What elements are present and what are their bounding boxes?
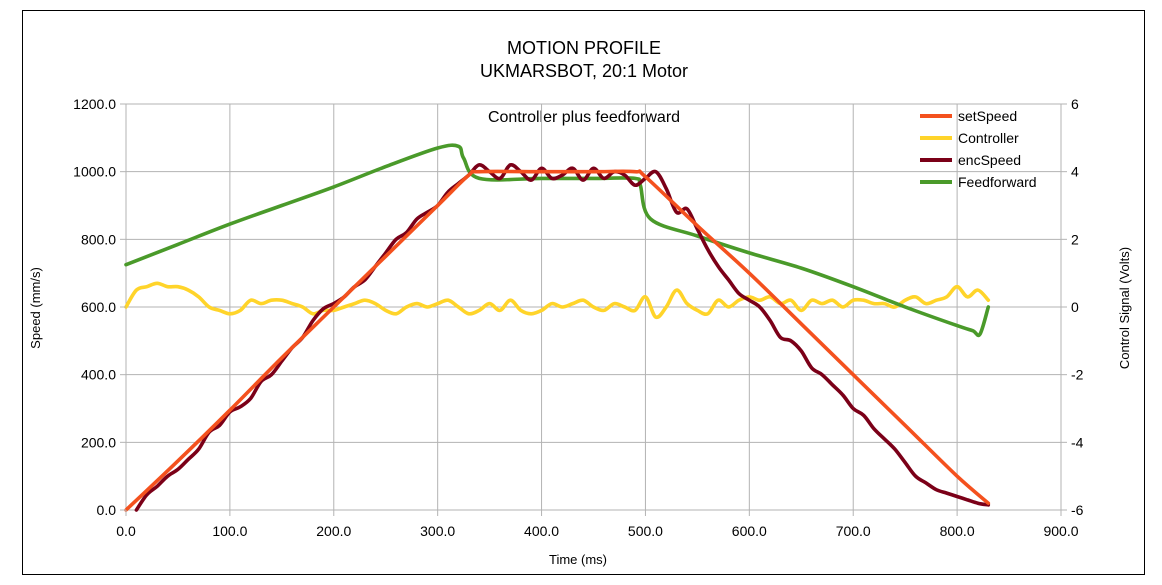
axes: 0.0 100.0 200.0 300.0 400.0 500.0 600.0 700.0 80… (73, 96, 1083, 539)
x-tick-label: 200.0 (316, 523, 351, 539)
chart-title: MOTION PROFILE (507, 38, 661, 58)
y2-axis-title: Control Signal (Volts) (1117, 247, 1132, 369)
y2-tick-label: 2 (1071, 231, 1079, 247)
legend: setSpeed Controller encSpeed Feedforward (920, 108, 1037, 190)
x-tick-label: 600.0 (732, 523, 767, 539)
legend-label-setspeed: setSpeed (958, 108, 1017, 124)
legend-label-feedforward: Feedforward (958, 174, 1037, 190)
y2-tick-label: -6 (1071, 502, 1084, 518)
chart-annotation: Controller plus feedforward (488, 109, 680, 126)
y-tick-label: 1000.0 (73, 164, 116, 180)
y-tick-label: 1200.0 (73, 96, 116, 112)
y-tick-label: 0.0 (97, 502, 117, 518)
y-tick-label: 400.0 (81, 367, 116, 383)
y-tick-label: 800.0 (81, 231, 116, 247)
x-tick-label: 0.0 (116, 523, 136, 539)
legend-label-controller: Controller (958, 130, 1019, 146)
series-group (124, 143, 991, 512)
y2-tick-label: -4 (1071, 434, 1084, 450)
motion-profile-chart: MOTION PROFILE UKMARSBOT, 20:1 Motor Con… (28, 38, 1132, 567)
series-line-encspeed (134, 162, 991, 512)
y-tick-label: 200.0 (81, 434, 116, 450)
chart-subtitle: UKMARSBOT, 20:1 Motor (480, 61, 688, 81)
x-tick-label: 700.0 (836, 523, 871, 539)
x-tick-label: 500.0 (628, 523, 663, 539)
x-tick-label: 400.0 (524, 523, 559, 539)
y-axis-title: Speed (mm/s) (28, 267, 43, 349)
series-line-setspeed (124, 169, 991, 512)
x-axis-title: Time (ms) (549, 552, 607, 567)
y2-tick-label: 6 (1071, 96, 1079, 112)
y2-tick-label: 0 (1071, 299, 1079, 315)
x-tick-label: 900.0 (1043, 523, 1078, 539)
y2-tick-label: 4 (1071, 164, 1079, 180)
legend-label-encspeed: encSpeed (958, 152, 1021, 168)
y-tick-label: 600.0 (81, 299, 116, 315)
x-tick-label: 800.0 (940, 523, 975, 539)
y2-tick-label: -2 (1071, 367, 1084, 383)
series-line-controller (124, 281, 991, 320)
x-tick-label: 300.0 (420, 523, 455, 539)
chart-frame: MOTION PROFILE UKMARSBOT, 20:1 Motor Con… (22, 10, 1145, 575)
series-line-feedforward (124, 143, 991, 338)
x-tick-label: 100.0 (212, 523, 247, 539)
